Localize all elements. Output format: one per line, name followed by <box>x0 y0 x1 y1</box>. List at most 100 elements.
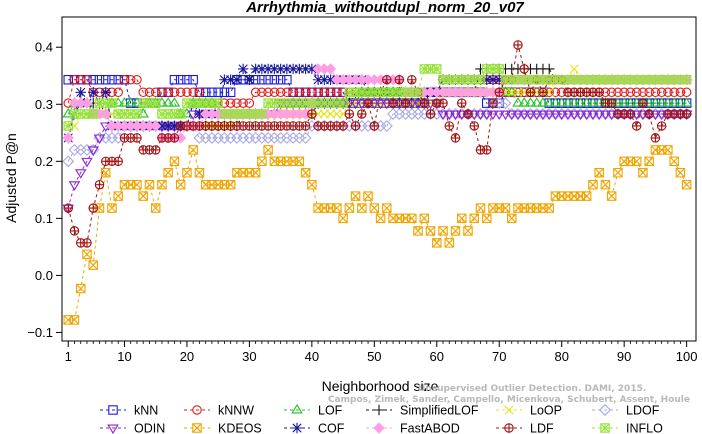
y-tick-label: 0.1 <box>35 211 53 226</box>
point-kdeos <box>82 249 92 260</box>
point-ldf <box>394 74 405 85</box>
point-lof <box>562 97 574 107</box>
point-lof <box>580 97 593 107</box>
point-cof <box>494 74 505 85</box>
point-ldf <box>150 145 161 155</box>
legend-label-knnw: kNNW <box>218 404 254 418</box>
point-odin <box>505 110 518 121</box>
point-kdeos <box>407 213 417 224</box>
point-lof <box>524 97 537 107</box>
x-tick-label: 60 <box>430 349 444 364</box>
point-odin <box>493 110 506 121</box>
point-ldf <box>388 98 398 108</box>
point-lof <box>530 97 543 107</box>
point-cof <box>100 87 111 98</box>
legend-item-kdeos: KDEOS <box>184 422 262 434</box>
point-kdeos <box>432 238 442 248</box>
point-knnw <box>125 74 136 85</box>
watermark-line-2: Campos, Zimek, Sander, Campello, Micenko… <box>328 395 690 405</box>
point-kdeos <box>500 203 511 213</box>
point-lof <box>518 97 531 107</box>
point-kdeos <box>663 145 673 155</box>
point-kdeos <box>357 203 367 213</box>
point-kdeos <box>113 191 123 201</box>
legend-item-ldf: LDF <box>496 422 554 434</box>
point-kdeos <box>450 226 461 236</box>
point-knnw <box>625 87 636 98</box>
point-ldf <box>407 74 417 85</box>
point-knn <box>88 74 98 85</box>
series-loop <box>63 64 692 131</box>
point-cof <box>487 74 499 85</box>
point-kdeos <box>444 238 455 248</box>
point-kdeos <box>188 145 198 155</box>
point-odin <box>593 110 605 121</box>
point-knn <box>182 74 192 85</box>
point-knnw <box>244 98 255 108</box>
point-knn <box>282 74 292 85</box>
point-kdeos <box>257 156 267 167</box>
point-inflo <box>257 109 267 119</box>
point-knnw <box>144 87 155 98</box>
legend-item-fastabod: FastABOD <box>366 422 460 434</box>
point-lof <box>587 97 599 107</box>
legend-label-fastabod: FastABOD <box>400 422 460 434</box>
point-knnw <box>238 98 248 108</box>
point-ldf <box>594 87 604 98</box>
x-tick-label: 1 <box>65 349 72 364</box>
point-ldf <box>88 203 98 213</box>
point-knnw <box>681 87 692 98</box>
point-kdeos <box>250 167 261 178</box>
point-inflo <box>63 121 73 131</box>
point-odin <box>524 110 537 121</box>
point-kdeos <box>294 156 305 167</box>
point-lof <box>555 97 568 107</box>
point-knn <box>269 74 280 85</box>
point-kdeos <box>332 203 342 213</box>
point-inflo <box>213 98 223 108</box>
point-knn <box>257 74 267 85</box>
point-knnw <box>257 87 267 98</box>
point-ldf <box>69 226 80 236</box>
y-tick-label: 0.4 <box>35 40 53 55</box>
point-kdeos <box>100 167 111 178</box>
point-knnw <box>188 87 198 98</box>
point-inflo <box>413 87 423 98</box>
point-cof <box>262 63 274 75</box>
point-cof <box>319 74 330 85</box>
point-knnw <box>113 87 123 98</box>
point-ldf <box>344 109 355 119</box>
point-kdeos <box>350 191 361 201</box>
point-odin <box>81 157 93 168</box>
point-cof <box>300 63 311 75</box>
point-knn <box>107 74 117 85</box>
point-kdeos <box>107 203 117 213</box>
point-kdeos <box>263 145 273 155</box>
point-odin <box>587 110 599 121</box>
point-fastabod <box>62 132 74 144</box>
point-knnw <box>332 87 342 98</box>
point-lof <box>512 97 524 107</box>
point-ldf <box>644 109 654 119</box>
point-kdeos <box>457 213 467 224</box>
point-ldf <box>382 74 392 85</box>
point-cof <box>325 74 336 85</box>
point-cof <box>225 74 236 85</box>
point-kdeos <box>475 203 486 213</box>
point-ldf <box>606 98 617 108</box>
point-odin <box>599 110 612 121</box>
point-knnw <box>669 87 679 98</box>
point-lof <box>655 97 668 107</box>
legend-marker-odin <box>107 424 119 434</box>
point-odin <box>518 110 531 121</box>
point-knnw <box>294 87 305 98</box>
point-kdeos <box>463 226 473 236</box>
point-knnw <box>250 87 261 98</box>
point-knnw <box>282 87 292 98</box>
point-kdeos <box>613 167 623 178</box>
point-kdeos <box>175 179 186 190</box>
point-kdeos <box>588 179 598 190</box>
point-cof <box>88 87 99 98</box>
point-knnw <box>325 87 336 98</box>
point-inflo <box>494 64 504 74</box>
